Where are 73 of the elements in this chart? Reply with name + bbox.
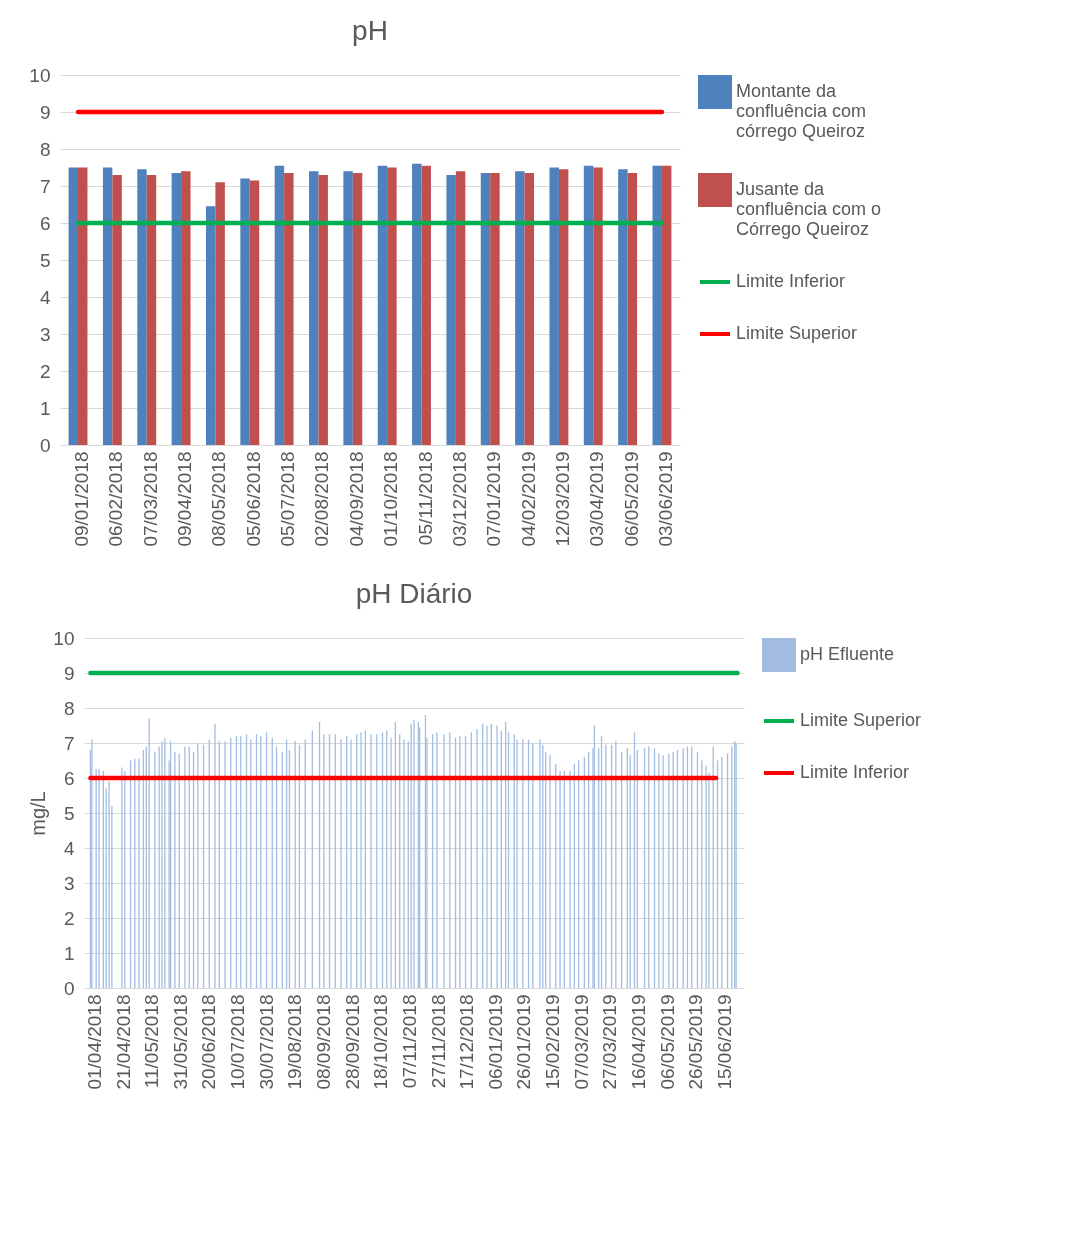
x-tick-label: 06/02/2018 bbox=[105, 451, 127, 547]
x-tick-label: 08/05/2018 bbox=[208, 451, 230, 547]
y-tick-label: 1 bbox=[63, 942, 75, 964]
y-tick-label: 7 bbox=[39, 175, 51, 197]
legend-label: Limite Inferior bbox=[800, 762, 910, 782]
x-tick-label: 21/04/2018 bbox=[112, 994, 134, 1090]
legend-label: Limite Superior bbox=[800, 710, 922, 730]
legend-label: Jusante da confluência com o Córrego Queiroz bbox=[736, 179, 882, 239]
y-tick-label: 2 bbox=[39, 360, 51, 382]
legend-label: Limite Superior bbox=[736, 323, 858, 343]
legend-label: Montante da confluência com córrego Queiroz bbox=[736, 81, 867, 141]
x-tick-label: 08/09/2018 bbox=[313, 994, 335, 1090]
x-tick-label: 06/05/2019 bbox=[620, 451, 642, 547]
x-tick-label: 03/04/2019 bbox=[586, 451, 608, 547]
y-tick-label: 6 bbox=[39, 212, 51, 234]
x-tick-label: 07/03/2018 bbox=[139, 451, 161, 547]
x-tick-label: 04/02/2019 bbox=[517, 451, 539, 547]
y-tick-label: 2 bbox=[63, 907, 75, 929]
x-tick-label: 07/01/2019 bbox=[483, 451, 505, 547]
x-tick-label: 09/01/2018 bbox=[71, 451, 93, 547]
chart-title: pH bbox=[352, 15, 388, 46]
y-tick-label: 1 bbox=[39, 397, 51, 419]
x-tick-label: 12/03/2019 bbox=[551, 451, 573, 547]
x-tick-label: 27/03/2019 bbox=[599, 994, 621, 1090]
x-tick-label: 30/07/2018 bbox=[255, 994, 277, 1090]
x-tick-label: 28/09/2018 bbox=[341, 994, 363, 1090]
x-tick-label: 19/08/2018 bbox=[284, 994, 306, 1090]
y-tick-label: 5 bbox=[39, 249, 51, 271]
y-tick-label: 0 bbox=[63, 977, 75, 999]
y-tick-label: 6 bbox=[63, 767, 75, 789]
x-tick-label: 15/02/2019 bbox=[542, 994, 564, 1090]
x-tick-label: 20/06/2018 bbox=[198, 994, 220, 1090]
y-tick-label: 9 bbox=[39, 101, 51, 123]
x-tick-label: 27/11/2018 bbox=[427, 994, 449, 1089]
x-tick-label: 06/05/2019 bbox=[656, 994, 678, 1090]
y-tick-label: 7 bbox=[63, 732, 75, 754]
y-tick-label: 10 bbox=[53, 627, 75, 649]
y-tick-label: 3 bbox=[63, 872, 75, 894]
y-tick-label: 5 bbox=[63, 802, 75, 824]
x-tick-label: 16/04/2019 bbox=[627, 994, 649, 1090]
y-tick-label: 10 bbox=[29, 64, 51, 86]
x-tick-label: 01/10/2018 bbox=[380, 451, 402, 547]
legend-label: pH Efluente bbox=[800, 644, 895, 664]
x-tick-label: 09/04/2018 bbox=[174, 451, 196, 547]
y-tick-label: 8 bbox=[63, 697, 75, 719]
x-tick-label: 07/11/2018 bbox=[398, 994, 420, 1089]
x-tick-label: 07/03/2019 bbox=[570, 994, 592, 1090]
x-tick-label: 05/07/2018 bbox=[277, 451, 299, 547]
x-tick-label: 10/07/2018 bbox=[227, 994, 249, 1090]
x-tick-label: 03/12/2018 bbox=[448, 451, 470, 547]
x-tick-label: 17/12/2018 bbox=[456, 994, 478, 1090]
x-tick-label: 01/04/2018 bbox=[83, 994, 105, 1090]
x-tick-label: 05/06/2018 bbox=[242, 451, 264, 547]
x-tick-label: 26/01/2019 bbox=[513, 994, 535, 1090]
legend-label: Limite Inferior bbox=[736, 271, 846, 291]
x-tick-label: 26/05/2019 bbox=[685, 994, 707, 1090]
y-tick-label: 4 bbox=[63, 837, 75, 859]
x-tick-label: 03/06/2019 bbox=[654, 451, 676, 547]
x-tick-label: 31/05/2018 bbox=[169, 994, 191, 1090]
x-tick-label: 11/05/2018 bbox=[141, 994, 163, 1089]
x-tick-label: 04/09/2018 bbox=[345, 451, 367, 547]
y-tick-label: 9 bbox=[63, 662, 75, 684]
y-tick-label: 4 bbox=[39, 286, 51, 308]
y-tick-label: 8 bbox=[39, 138, 51, 160]
x-tick-label: 02/08/2018 bbox=[311, 451, 333, 547]
x-tick-label: 18/10/2018 bbox=[370, 994, 392, 1090]
y-tick-label: 0 bbox=[39, 434, 51, 456]
chart-title: pH Diário bbox=[355, 578, 473, 609]
x-tick-label: 05/11/2018 bbox=[414, 451, 436, 546]
y-axis-title: mg/L bbox=[27, 791, 50, 836]
x-tick-label: 15/06/2019 bbox=[713, 994, 735, 1090]
y-tick-label: 3 bbox=[39, 323, 51, 345]
x-tick-label: 06/01/2019 bbox=[484, 994, 506, 1090]
